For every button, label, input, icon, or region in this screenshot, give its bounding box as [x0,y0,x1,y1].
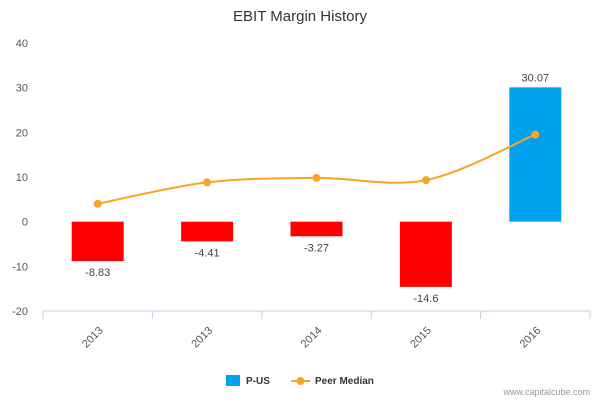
peer-median-point [531,130,540,139]
peer-median-point [312,173,321,182]
legend: P-US Peer Median [226,375,374,387]
peer-median-line [97,133,536,205]
chart-title: EBIT Margin History [233,8,367,25]
bar [71,221,124,262]
legend-label-peer-median[interactable]: Peer Median [315,376,374,387]
bar-data-label: -4.41 [195,247,220,259]
line-layer [93,130,540,208]
axis-layer: -20 -10 0 10 20 30 40 2013 2013 2014 2015 2016 [12,38,591,351]
y-tick-label: 0 [22,217,28,229]
peer-median-point [203,178,212,187]
bar-data-label: 30.07 [522,72,550,84]
x-tick-label: 2016 [518,325,544,351]
x-tick-label: 2015 [408,325,434,351]
x-tick-label: 2014 [299,325,325,351]
bar [509,87,562,222]
bar [181,221,234,242]
x-tick-label: 2013 [189,325,215,351]
bar-data-label: -3.27 [304,242,329,254]
bar [290,221,343,237]
bar [399,221,452,287]
y-tick-label: 30 [16,83,28,95]
bar-data-label: -14.6 [413,293,438,305]
x-tick-label: 2013 [80,325,106,351]
bar-data-label: -8.83 [85,267,110,279]
data-label-layer: -8.83 -4.41 -3.27 -14.6 30.07 [85,72,549,305]
legend-swatch-p-us[interactable] [226,375,240,386]
credit-text: www.capitalcube.com [502,387,590,397]
peer-median-point [93,199,102,208]
legend-label-p-us[interactable]: P-US [246,376,270,387]
peer-median-point [421,176,430,185]
y-tick-label: -20 [12,306,28,318]
y-tick-label: 10 [16,172,28,184]
y-tick-label: 40 [16,38,28,50]
y-tick-label: -10 [12,261,28,273]
bar-layer [71,87,562,287]
y-tick-label: 20 [16,127,28,139]
legend-swatch-peer-median-marker [296,377,305,385]
